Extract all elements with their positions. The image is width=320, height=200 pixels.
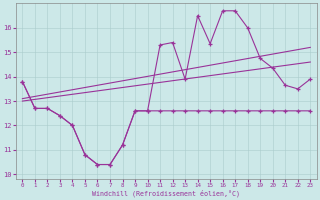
X-axis label: Windchill (Refroidissement éolien,°C): Windchill (Refroidissement éolien,°C) bbox=[92, 189, 240, 197]
